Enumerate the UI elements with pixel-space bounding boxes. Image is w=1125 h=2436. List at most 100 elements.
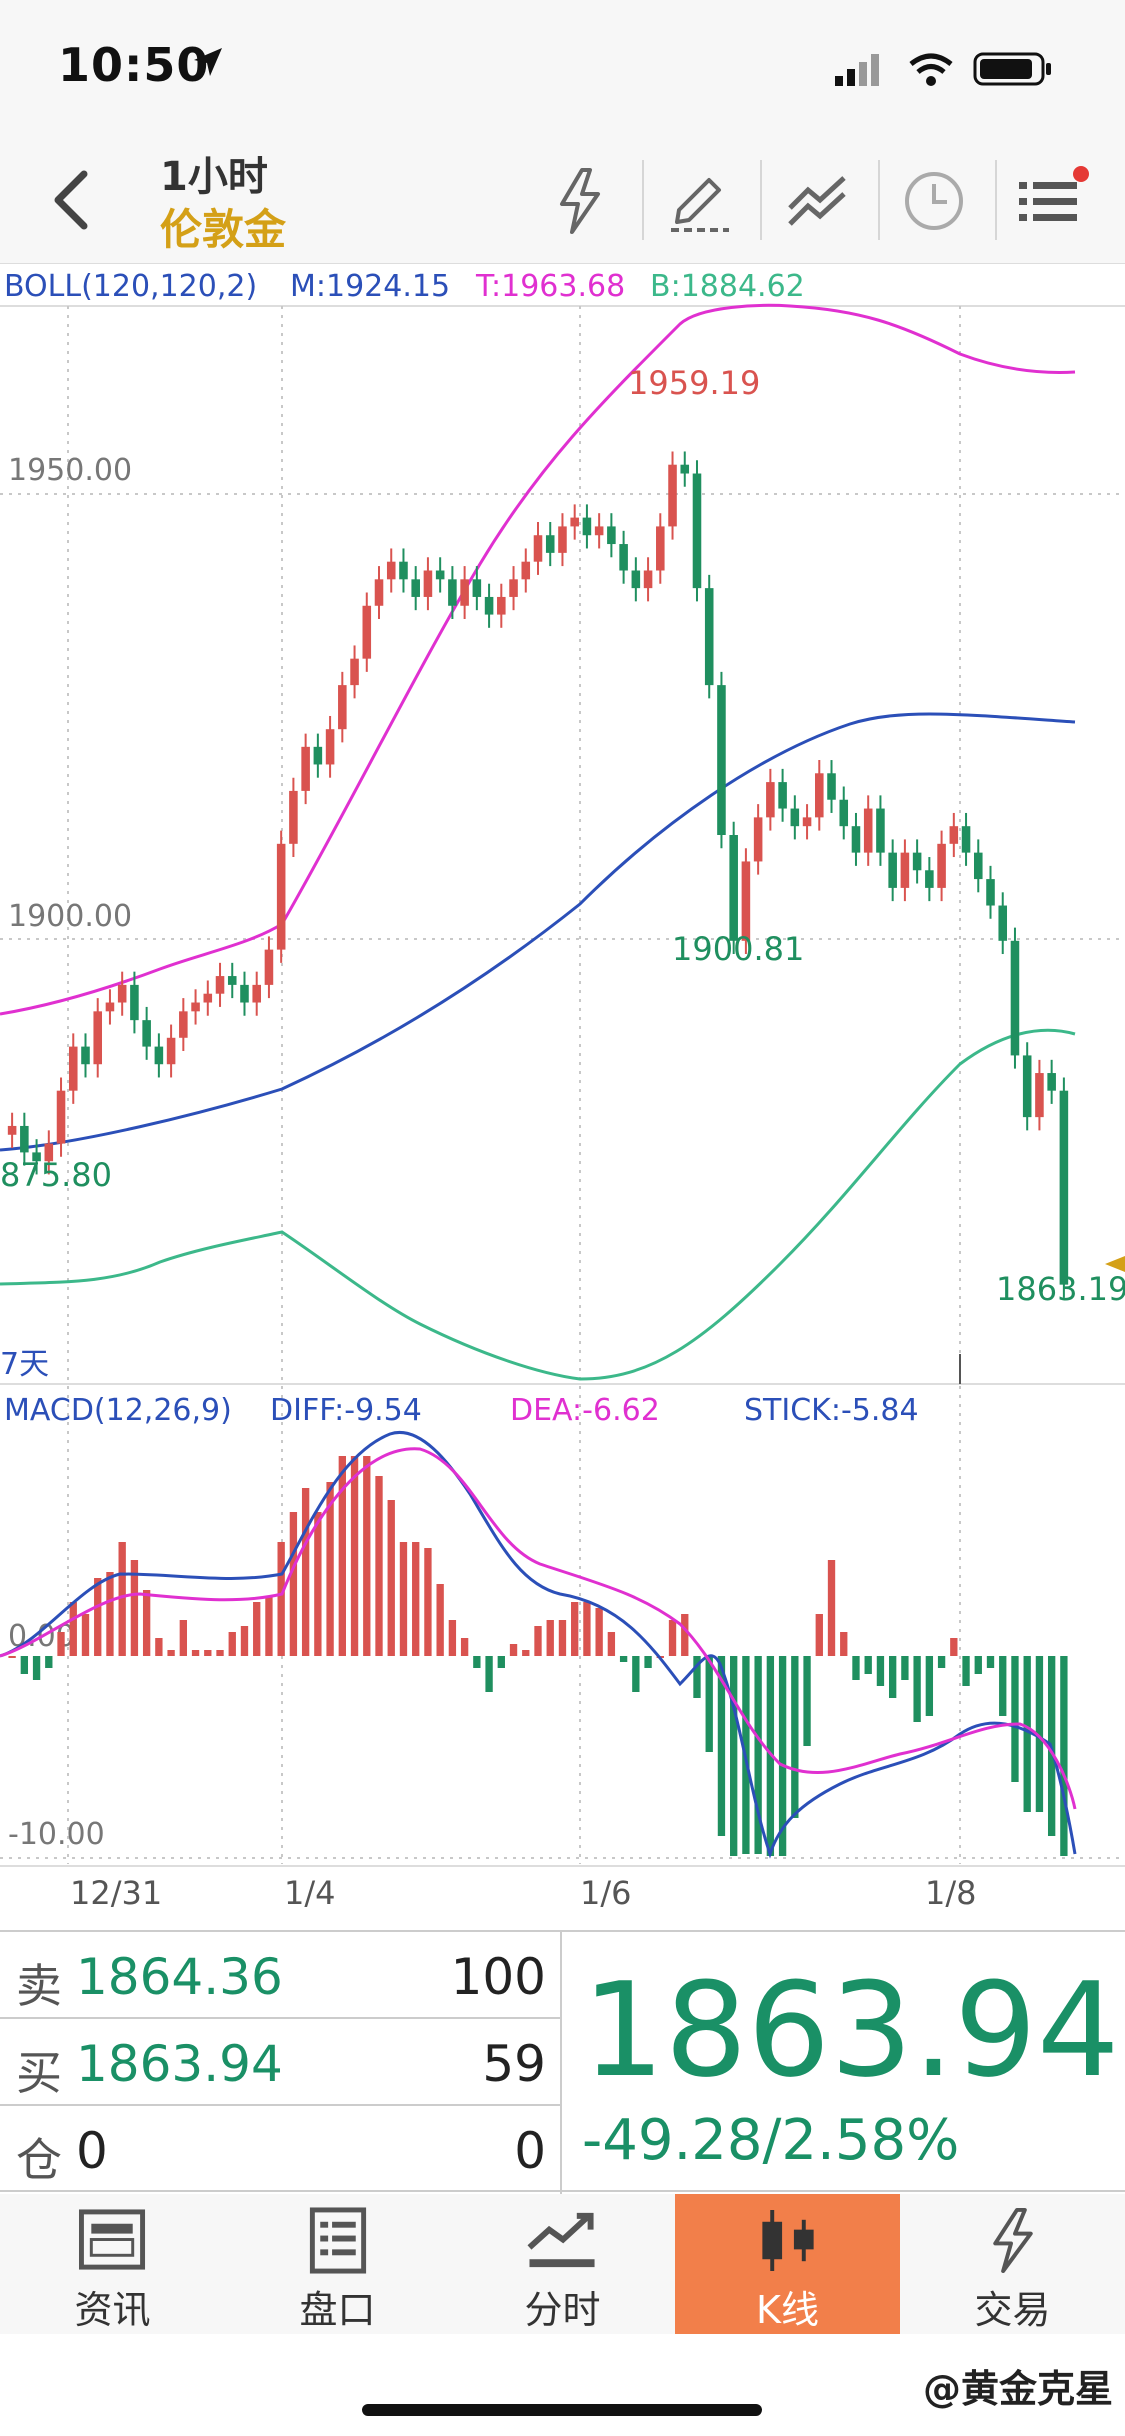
candle (7, 1125, 17, 1135)
macd-bar (619, 1656, 628, 1662)
candle (472, 579, 482, 597)
macd-bar (460, 1638, 469, 1656)
back-button[interactable] (38, 160, 108, 240)
candle (154, 1046, 164, 1065)
ask-label: 卖 (16, 1959, 62, 2013)
instrument-name[interactable]: 伦敦金 (160, 205, 287, 254)
candle (839, 799, 849, 827)
trade-icon (992, 2207, 1033, 2274)
x-label-1231: 12/31 (70, 1874, 162, 1912)
period-label[interactable]: 1小时 (160, 154, 268, 200)
tab-kline[interactable]: K线 (675, 2194, 900, 2334)
candle (570, 517, 579, 527)
macd-bar (986, 1656, 995, 1668)
macd-bar (693, 1656, 701, 1698)
candle (325, 729, 335, 765)
macd-bar (20, 1656, 29, 1674)
candle (937, 843, 946, 888)
candle (448, 579, 457, 606)
candle (790, 808, 800, 827)
macd-bar (1011, 1656, 1019, 1782)
macd-bar (840, 1632, 848, 1656)
candle (399, 561, 408, 580)
notification-dot (1073, 166, 1089, 182)
macd-bar (901, 1656, 909, 1680)
macd-bar (289, 1512, 298, 1656)
candle (717, 685, 726, 835)
trend-lines-button[interactable] (772, 158, 862, 244)
bottom-tab-bar: 资讯 盘口 分时 K线 交易 (0, 2194, 1125, 2334)
tab-label: 分时 (524, 2288, 601, 2332)
candle (766, 782, 775, 818)
candle (130, 984, 139, 1021)
macd-bar (888, 1656, 897, 1698)
macd-bar (338, 1456, 346, 1656)
macd-bar (974, 1656, 982, 1674)
lightning-icon (560, 168, 600, 234)
price-tick-1900: 1900.00 (8, 899, 132, 934)
boll-upper-value: T:1963.68 (475, 269, 625, 304)
candle (386, 561, 396, 580)
lightning-button[interactable] (535, 158, 625, 244)
ask-row[interactable]: 卖 1864.36 100 (0, 1932, 560, 2019)
candle (117, 984, 127, 1003)
tab-news[interactable]: 资讯 (0, 2194, 225, 2334)
macd-bar (350, 1456, 359, 1656)
ask-qty: 100 (450, 1948, 546, 2006)
candle (68, 1046, 78, 1091)
candle (802, 817, 812, 827)
candle (863, 808, 873, 853)
candle (1035, 1073, 1044, 1118)
candle (1010, 940, 1020, 1056)
candle (374, 579, 384, 606)
macd-diff-line (0, 1430, 1077, 1859)
macd-bar (534, 1626, 542, 1656)
candle (949, 826, 959, 844)
macd-bar (791, 1656, 799, 1818)
macd-bar (81, 1614, 90, 1656)
candlestick-icon (761, 2209, 814, 2272)
bid-price: 1863.94 (76, 2035, 283, 2093)
last-low-annotation: 1863.19 (996, 1270, 1125, 1308)
tab-intraday[interactable]: 分时 (450, 2194, 675, 2334)
candle (680, 464, 690, 474)
candle (900, 852, 910, 888)
menu-button[interactable] (1006, 158, 1096, 244)
macd-bar (216, 1650, 224, 1656)
status-icons (835, 52, 1051, 86)
macd-bar (595, 1608, 603, 1656)
candle (815, 773, 824, 818)
macd-histogram (8, 1456, 1068, 1856)
draw-button[interactable] (655, 158, 745, 244)
macd-bar (326, 1482, 334, 1656)
macd-bar (191, 1650, 200, 1656)
macd-bar (815, 1614, 823, 1656)
candle (252, 984, 261, 1003)
macd-bar (668, 1620, 677, 1656)
candle (607, 526, 616, 545)
bid-row[interactable]: 买 1863.94 59 (0, 2019, 560, 2106)
candle (1047, 1073, 1056, 1091)
home-indicator[interactable] (362, 2404, 762, 2416)
candle (509, 579, 518, 597)
macd-bar (204, 1650, 212, 1656)
kline-chart[interactable]: BOLL(120,120,2) M:1924.15 T:1963.68 B:18… (0, 264, 1125, 1930)
history-button[interactable] (889, 158, 979, 244)
tab-orderbook[interactable]: 盘口 (225, 2194, 450, 2334)
macd-bar (681, 1614, 689, 1656)
macd-bar (179, 1620, 188, 1656)
header-divider (642, 160, 644, 240)
boll-lower-value: B:1884.62 (650, 269, 805, 304)
candle (998, 905, 1008, 941)
macd-bar (314, 1512, 322, 1656)
macd-bar (485, 1656, 493, 1692)
candle (1022, 1055, 1032, 1118)
macd-bar (32, 1656, 41, 1680)
candles (7, 451, 1069, 1298)
mid-low-annotation: 1900.81 (672, 930, 804, 968)
tab-trade[interactable]: 交易 (900, 2194, 1125, 2334)
candle (362, 605, 372, 659)
candle (313, 746, 323, 765)
position-row[interactable]: 仓 0 0 (0, 2106, 560, 2193)
location-arrow-icon (194, 48, 222, 76)
